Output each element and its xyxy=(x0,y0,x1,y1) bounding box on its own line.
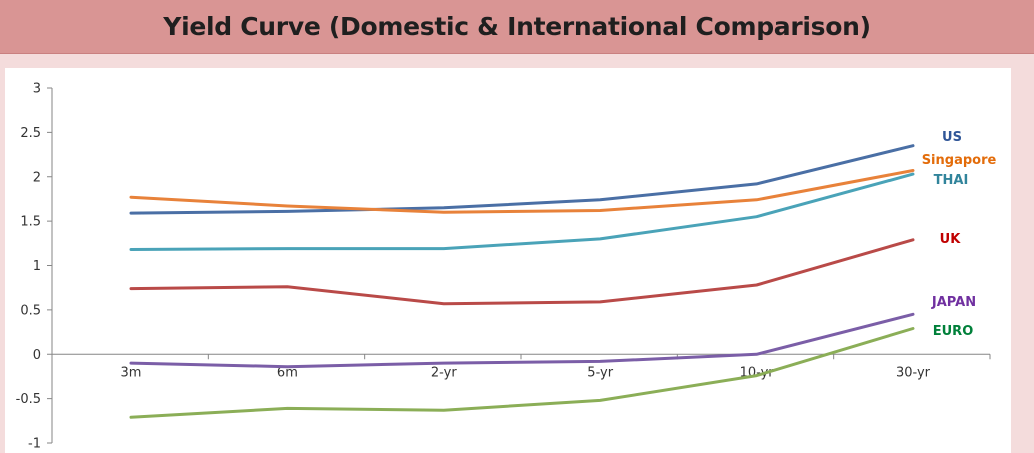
y-tick-label: 3 xyxy=(33,82,41,97)
x-tick-label: 30-yr xyxy=(896,365,931,380)
series-label-thai: THAI xyxy=(934,173,969,188)
y-tick-label: 1.5 xyxy=(20,215,41,230)
series-line-uk xyxy=(129,238,915,306)
x-tick-label: 2-yr xyxy=(431,365,457,380)
y-tick-label: -1 xyxy=(28,437,41,452)
chart-title-bar: Yield Curve (Domestic & International Co… xyxy=(0,0,1034,54)
series-label-euro: EURO xyxy=(933,324,974,339)
x-tick-label: 5-yr xyxy=(587,365,613,380)
chart-series-labels: US Singapore THAI UK JAPAN EURO xyxy=(922,130,997,339)
chart-axes: 32.521.510.50-0.5-13m 6m 2-yr 5-yr 10-yr 30-y… xyxy=(16,82,991,452)
y-tick-label: 0 xyxy=(33,348,41,363)
series-line-euro xyxy=(129,327,915,419)
y-tick-label: 1 xyxy=(33,259,41,274)
series-label-us: US xyxy=(942,130,962,145)
y-tick-label: 0.5 xyxy=(20,303,41,318)
chart-series xyxy=(129,144,915,419)
series-line-singapore xyxy=(129,169,915,214)
series-label-uk: UK xyxy=(940,232,962,247)
y-tick-label: 2.5 xyxy=(20,126,41,141)
series-line-japan xyxy=(129,312,915,369)
y-tick-label: -0.5 xyxy=(16,392,41,407)
series-label-singapore: Singapore xyxy=(922,153,997,168)
series-line-us xyxy=(129,144,915,215)
series-label-japan: JAPAN xyxy=(931,295,976,310)
series-line-thai xyxy=(129,172,915,251)
x-tick-label: 6m xyxy=(277,365,298,380)
y-tick-label: 2 xyxy=(33,170,41,185)
chart-title: Yield Curve (Domestic & International Co… xyxy=(163,12,871,41)
x-tick-label: 3m xyxy=(121,365,142,380)
